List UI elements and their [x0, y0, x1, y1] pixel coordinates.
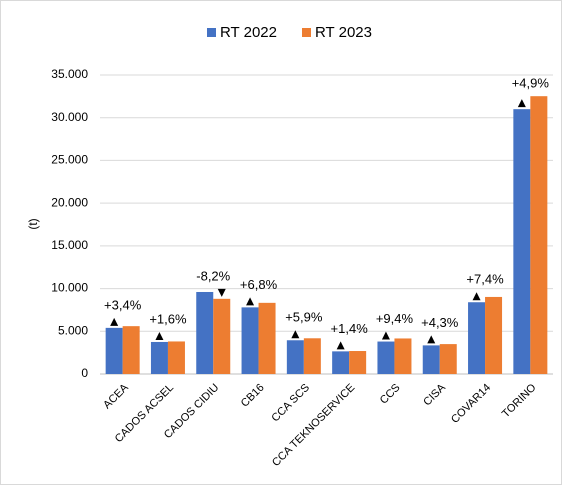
y-tick-label: 25.000 — [51, 153, 88, 167]
trend-arrow — [217, 288, 226, 297]
bar — [485, 296, 503, 374]
bar — [196, 291, 214, 374]
trend-arrow — [155, 331, 164, 340]
y-tick-label: 15.000 — [51, 238, 88, 252]
y-tick-label: 10.000 — [51, 281, 88, 295]
trend-arrow — [517, 99, 526, 108]
annotation: +6,8% — [240, 277, 278, 292]
bar — [286, 340, 304, 374]
y-tick-label: 20.000 — [51, 195, 88, 209]
legend-swatch — [207, 28, 216, 37]
y-axis-label: (t) — [26, 218, 40, 229]
trend-arrow — [381, 331, 390, 340]
annotation: +7,4% — [466, 272, 504, 287]
annotation: +4,9% — [512, 76, 550, 91]
bar — [122, 326, 140, 374]
bar — [394, 338, 412, 374]
annotation: +4,3% — [421, 315, 459, 330]
bar — [241, 307, 259, 374]
annotation: +1,6% — [149, 311, 187, 326]
annotation: +9,4% — [376, 311, 414, 326]
bar — [349, 351, 367, 374]
legend-swatch — [302, 28, 311, 37]
bar — [332, 351, 350, 374]
bar — [530, 96, 548, 375]
annotation: +3,4% — [104, 297, 142, 312]
trend-arrow — [246, 297, 255, 306]
trend-arrow — [472, 292, 481, 301]
trend-arrow — [110, 317, 119, 326]
annotation: -8,2% — [196, 268, 230, 283]
y-tick-label: 30.000 — [51, 110, 88, 124]
bar — [513, 109, 531, 375]
legend-label: RT 2023 — [315, 24, 372, 41]
trend-arrow — [336, 341, 345, 350]
annotation: +1,4% — [331, 321, 369, 336]
trend-arrow — [427, 335, 436, 344]
bar — [105, 327, 123, 374]
bar — [150, 341, 168, 374]
annotation: +5,9% — [285, 310, 323, 325]
bar — [303, 338, 321, 374]
bar — [422, 345, 440, 374]
trend-arrow — [291, 330, 300, 339]
bar — [167, 341, 185, 374]
y-tick-label: 0 — [81, 366, 88, 380]
y-tick-label: 35.000 — [51, 67, 88, 81]
bar — [439, 344, 457, 374]
y-tick-label: 5.000 — [58, 323, 88, 337]
bar — [213, 298, 231, 374]
bar — [377, 341, 395, 374]
legend-label: RT 2022 — [220, 24, 277, 41]
bar — [258, 302, 276, 374]
bar — [468, 302, 486, 374]
